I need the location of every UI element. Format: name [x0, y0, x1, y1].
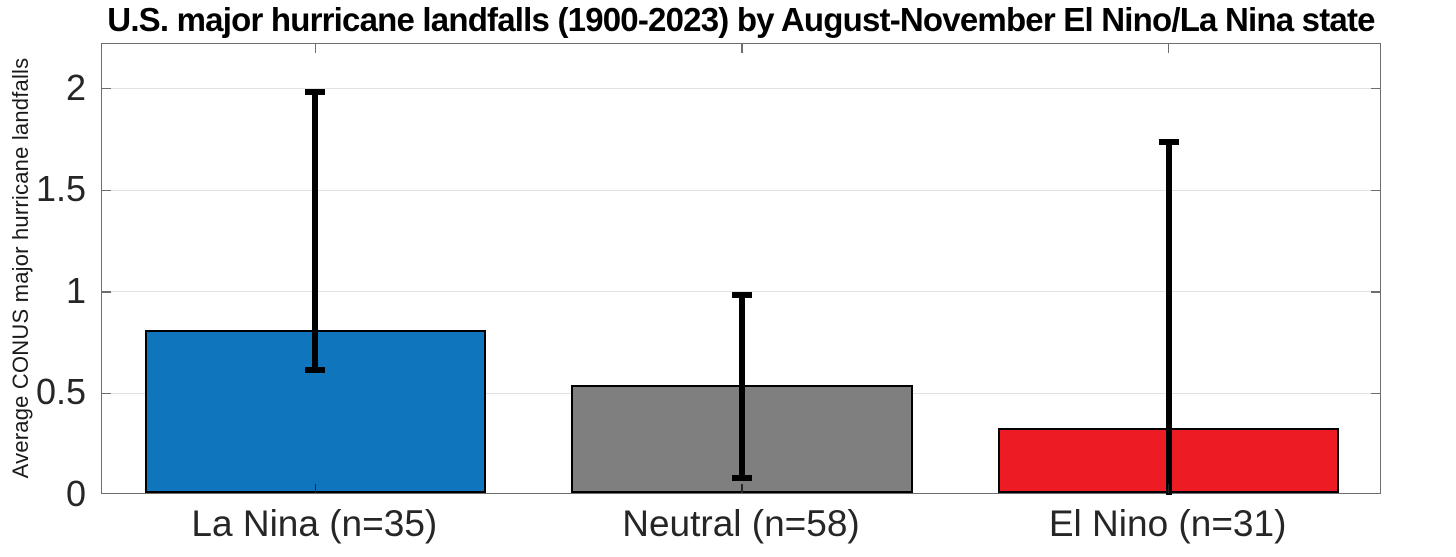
y-tick-mark-right	[1371, 392, 1380, 395]
error-bar-line	[739, 291, 745, 481]
x-tick-label: La Nina (n=35)	[191, 503, 438, 544]
gridline	[102, 189, 1380, 191]
error-bar	[732, 291, 752, 481]
x-tick-mark-bottom	[1167, 484, 1170, 493]
y-tick-label: 1.5	[35, 168, 86, 210]
y-tick-label: 0	[65, 473, 86, 514]
y-tick-mark-right	[1371, 189, 1380, 192]
error-bar-cap-top	[1158, 139, 1179, 146]
y-tick-mark-right	[1371, 87, 1380, 90]
y-tick-label: 2	[65, 66, 86, 108]
x-tick-label: El Nino (n=31)	[1048, 503, 1287, 544]
error-bar	[1158, 139, 1179, 495]
y-tick-mark-left	[102, 291, 111, 293]
plot-area	[101, 43, 1381, 495]
x-tick-mark-bottom	[314, 484, 317, 493]
error-bar	[305, 88, 326, 374]
error-bar-cap-top	[305, 88, 326, 95]
x-tick-mark-top	[1167, 44, 1170, 53]
x-tick-mark-top	[741, 44, 743, 53]
y-tick-label: 0.5	[35, 371, 86, 413]
x-tick-mark-bottom	[741, 484, 743, 493]
error-bar-line	[312, 88, 319, 374]
gridline	[102, 88, 1380, 90]
error-bar-cap-bottom	[305, 367, 326, 374]
y-tick-mark-left	[102, 392, 111, 395]
y-tick-mark-right	[1371, 291, 1380, 293]
y-tick-label: 1	[65, 269, 86, 311]
x-tick-label: Neutral (n=58)	[622, 503, 860, 544]
error-bar-cap-top	[732, 291, 752, 298]
y-tick-mark-left	[102, 87, 111, 90]
y-tick-mark-left	[102, 189, 111, 192]
error-bar-cap-bottom	[732, 474, 752, 481]
error-bar-line	[1165, 139, 1172, 495]
chart-title: U.S. major hurricane landfalls (1900-202…	[107, 1, 1375, 38]
x-tick-mark-top	[314, 44, 317, 53]
